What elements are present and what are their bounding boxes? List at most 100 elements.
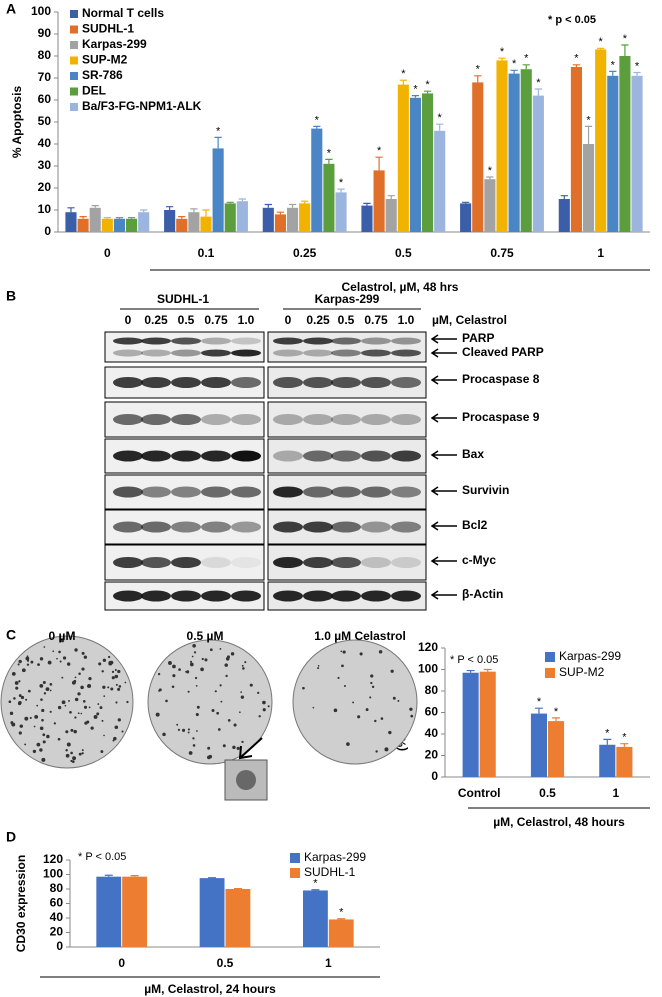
colony-dot — [57, 737, 61, 741]
error-bar — [474, 75, 482, 83]
blot-band — [231, 557, 261, 568]
bar — [496, 60, 508, 233]
blot-band — [331, 521, 361, 533]
error-bar — [633, 71, 641, 76]
significance-star: * — [574, 53, 579, 65]
colony-dot — [121, 730, 124, 733]
colony-dot — [340, 650, 343, 653]
bar — [599, 744, 616, 777]
significance-star: * — [327, 147, 332, 159]
colony-dot — [103, 734, 105, 737]
error-bar — [91, 205, 99, 208]
blot-band — [231, 521, 261, 533]
colony-dot — [375, 750, 378, 753]
significance-star: * — [536, 77, 541, 89]
blot-band — [113, 349, 143, 357]
significance-star: * — [216, 125, 221, 137]
colony-dot — [249, 683, 253, 687]
blot-group-label: Karpas-299 — [315, 292, 380, 306]
bar — [164, 210, 176, 232]
bar — [286, 207, 299, 232]
legend-label: Karpas-299 — [82, 37, 147, 51]
bar — [113, 218, 126, 232]
x-tick-label: 1 — [597, 246, 604, 260]
error-bar — [423, 90, 432, 94]
legend-label: Karpas-299 — [559, 649, 621, 663]
legend-label: SUP-M2 — [559, 665, 605, 679]
colony-dot — [88, 677, 92, 681]
colony-dot — [107, 686, 110, 689]
y-tick-label: 100 — [31, 4, 51, 18]
bar — [299, 203, 311, 232]
error-bar — [130, 874, 139, 877]
legend-swatch — [545, 652, 555, 662]
colony-dot — [209, 648, 213, 652]
error-bar — [597, 47, 605, 50]
colony-dish — [292, 639, 418, 765]
x-tick-label: 0.5 — [217, 956, 234, 970]
error-bar — [498, 57, 506, 61]
significance-star: * — [500, 46, 505, 58]
y-tick-label: 0 — [44, 224, 51, 238]
colony-dot — [17, 701, 22, 706]
error-bar — [103, 217, 111, 219]
colony-dot — [108, 661, 113, 666]
colony-dot — [343, 685, 346, 688]
colony-inset-cell — [236, 770, 256, 790]
error-bar — [411, 95, 420, 98]
colony-dot — [359, 652, 363, 656]
colony-dot — [21, 668, 26, 673]
legend-swatch — [545, 668, 555, 678]
blot-band — [201, 590, 231, 602]
bar — [479, 671, 496, 777]
error-bar — [313, 125, 321, 129]
colony-dot — [302, 686, 305, 690]
colony-dot — [96, 712, 100, 716]
colony-dot — [113, 736, 117, 741]
blot-band — [171, 521, 201, 533]
error-bar — [288, 203, 297, 208]
error-bar — [461, 201, 470, 204]
colony-dot — [41, 708, 45, 713]
colony-dot — [72, 756, 77, 761]
bar — [122, 876, 147, 947]
blot-band — [273, 590, 303, 602]
colony-dot — [207, 755, 211, 760]
colony-dot — [369, 696, 372, 699]
y-tick-label: 40 — [50, 910, 64, 924]
colony-dot — [42, 733, 46, 737]
colony-dot — [40, 698, 43, 701]
panel-label: B — [6, 288, 16, 304]
y-tick-label: 30 — [38, 158, 52, 172]
significance-star: * — [425, 79, 430, 91]
bar — [225, 889, 251, 947]
error-bar — [534, 88, 543, 96]
colony-dot — [18, 694, 22, 697]
error-bar — [572, 64, 581, 67]
colony-dot — [15, 686, 19, 690]
error-bar — [621, 44, 629, 56]
blot-band — [201, 337, 231, 345]
colony-dot — [258, 715, 261, 718]
colony-dot — [71, 760, 75, 763]
error-bar — [363, 202, 371, 206]
error-bar — [276, 211, 285, 215]
blot-band — [113, 450, 143, 462]
significance-star: * — [554, 706, 559, 718]
lane-label: 0 — [125, 313, 132, 327]
colony-dot — [176, 723, 179, 726]
bar — [595, 49, 607, 233]
colony-dot — [36, 742, 41, 747]
significance-star: * — [401, 68, 406, 80]
colony-dot — [168, 661, 172, 665]
blot-band — [273, 377, 303, 388]
blot-band — [273, 450, 303, 462]
arrow — [430, 348, 457, 358]
colony-dot — [242, 667, 245, 670]
colony-dot — [222, 744, 226, 748]
colony-dot — [346, 742, 350, 746]
error-bar — [534, 707, 543, 714]
protein-label: Procaspase 8 — [462, 372, 540, 386]
blot-frame — [104, 331, 265, 363]
colony-dot — [409, 707, 413, 711]
